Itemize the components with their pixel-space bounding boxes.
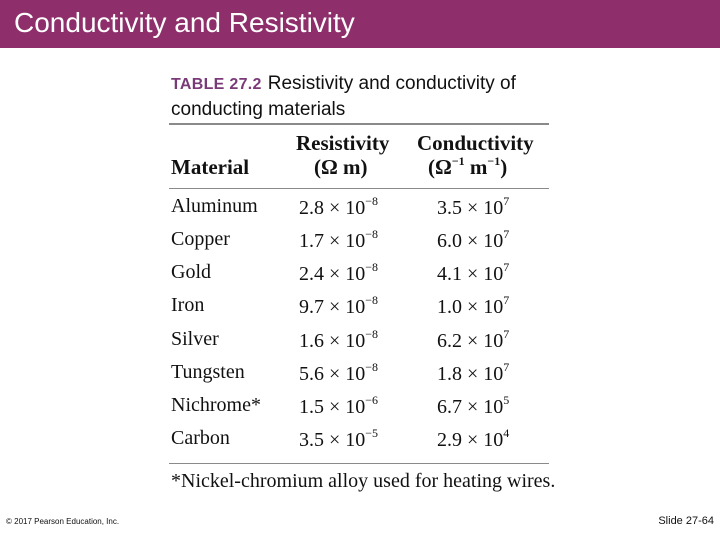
- exponent: −8: [365, 360, 379, 374]
- exponent: 7: [503, 293, 510, 307]
- exponent: 7: [503, 227, 510, 241]
- exponent: 5: [503, 393, 510, 407]
- unit-exp-2: −1: [487, 154, 501, 168]
- mantissa: 9.7 × 10: [299, 296, 366, 318]
- resistivity-cell: 2.8 × 10−8: [299, 194, 379, 220]
- table-footnote: *Nickel-chromium alloy used for heating …: [171, 470, 556, 492]
- slide-title: Conductivity and Resistivity: [14, 7, 355, 38]
- table-caption: TABLE 27.2 Resistivity and conductivity o…: [171, 71, 561, 122]
- bottom-rule: [169, 463, 549, 464]
- unit-meter: m: [464, 155, 488, 179]
- exponent: 7: [503, 260, 510, 274]
- exponent: −8: [365, 194, 379, 208]
- mantissa: 3.5 × 10: [299, 429, 366, 451]
- header-conductivity-unit: (Ω−1 m−1): [428, 155, 507, 180]
- mantissa: 2.8 × 10: [299, 197, 366, 219]
- header-resistivity-unit: (Ω m): [314, 155, 368, 179]
- mantissa: 1.6 × 10: [299, 330, 366, 352]
- resistivity-cell: 1.6 × 10−8: [299, 327, 379, 353]
- slide-number: Slide 27-64: [658, 515, 714, 527]
- resistivity-cell: 9.7 × 10−8: [299, 293, 379, 319]
- mantissa: 1.5 × 10: [299, 396, 366, 418]
- exponent: −5: [365, 426, 379, 440]
- header-conductivity: Conductivity: [417, 131, 534, 155]
- mantissa: 2.9 × 10: [437, 429, 504, 451]
- material-cell: Aluminum: [171, 195, 258, 217]
- mantissa: 6.0 × 10: [437, 230, 504, 252]
- conductivity-cell: 1.0 × 107: [437, 293, 510, 319]
- exponent: −8: [365, 327, 379, 341]
- conductivity-cell: 6.0 × 107: [437, 227, 510, 253]
- exponent: 4: [503, 426, 510, 440]
- conductivity-cell: 2.9 × 104: [437, 426, 510, 452]
- mantissa: 1.0 × 10: [437, 296, 504, 318]
- exponent: 7: [503, 327, 510, 341]
- table-caption-text: Resistivity and conductivity of conducti…: [171, 73, 516, 120]
- header-rule: [169, 188, 549, 189]
- exponent: 7: [503, 360, 510, 374]
- resistivity-cell: 2.4 × 10−8: [299, 260, 379, 286]
- material-cell: Gold: [171, 261, 211, 283]
- mantissa: 1.7 × 10: [299, 230, 366, 252]
- header-material: Material: [171, 155, 250, 179]
- exponent: 7: [503, 194, 510, 208]
- mantissa: 6.7 × 10: [437, 396, 504, 418]
- conductivity-cell: 1.8 × 107: [437, 360, 510, 386]
- top-rule: [169, 123, 549, 125]
- title-bar: [0, 0, 720, 48]
- mantissa: 5.6 × 10: [299, 363, 366, 385]
- resistivity-cell: 1.7 × 10−8: [299, 227, 379, 253]
- header-resistivity: Resistivity: [296, 131, 390, 155]
- mantissa: 4.1 × 10: [437, 263, 504, 285]
- conductivity-cell: 6.2 × 107: [437, 327, 510, 353]
- unit-close: ): [500, 155, 508, 179]
- resistivity-cell: 3.5 × 10−5: [299, 426, 379, 452]
- exponent: −8: [365, 227, 379, 241]
- unit-exp-1: −1: [451, 154, 465, 168]
- conductivity-cell: 3.5 × 107: [437, 194, 510, 220]
- conductivity-cell: 4.1 × 107: [437, 260, 510, 286]
- material-cell: Copper: [171, 228, 230, 250]
- exponent: −8: [365, 293, 379, 307]
- resistivity-cell: 5.6 × 10−8: [299, 360, 379, 386]
- copyright-text: © 2017 Pearson Education, Inc.: [6, 517, 120, 526]
- material-cell: Nichrome*: [171, 394, 261, 416]
- conductivity-cell: 6.7 × 105: [437, 393, 510, 419]
- mantissa: 2.4 × 10: [299, 263, 366, 285]
- table-number: TABLE 27.2: [171, 76, 262, 93]
- resistivity-cell: 1.5 × 10−6: [299, 393, 379, 419]
- material-cell: Tungsten: [171, 361, 245, 383]
- mantissa: 3.5 × 10: [437, 197, 504, 219]
- exponent: −8: [365, 260, 379, 274]
- material-cell: Iron: [171, 294, 205, 316]
- exponent: −6: [365, 393, 379, 407]
- material-cell: Carbon: [171, 427, 230, 449]
- unit-ohm-open: (Ω: [428, 155, 452, 179]
- material-cell: Silver: [171, 328, 219, 350]
- mantissa: 6.2 × 10: [437, 330, 504, 352]
- mantissa: 1.8 × 10: [437, 363, 504, 385]
